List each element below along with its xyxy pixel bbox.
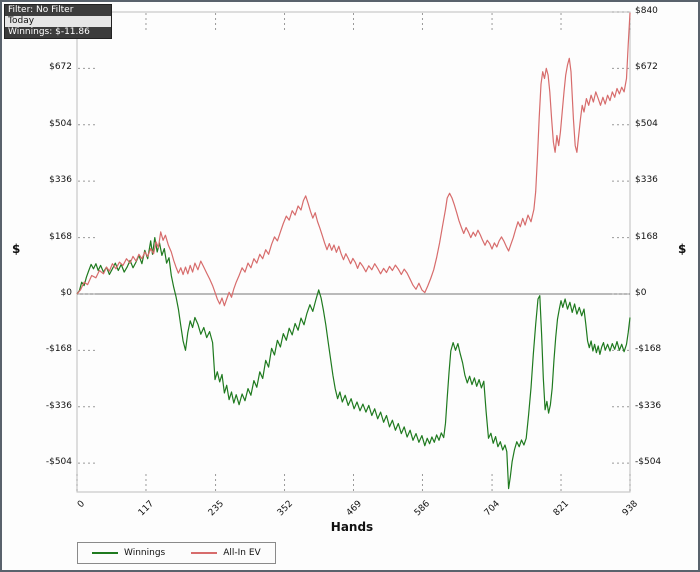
legend-item-all-in-ev[interactable]: All-In EV <box>191 548 261 558</box>
y-tick-label: -$504 <box>45 457 72 468</box>
x-axis-title: Hands <box>330 520 374 534</box>
tooltip-date-line: Today <box>5 16 111 27</box>
y-tick-label: $840 <box>635 6 658 16</box>
y-tick-label: -$504 <box>635 457 662 468</box>
tooltip-filter-line: Filter: No Filter <box>5 5 111 16</box>
y-axis-title-left: $ <box>12 242 21 256</box>
y-tick-label: $504 <box>635 118 658 129</box>
y-tick-label: $672 <box>49 62 72 73</box>
legend-label-winnings: Winnings <box>124 548 166 558</box>
winnings-line-swatch <box>92 552 118 554</box>
y-tick-label: $168 <box>49 231 72 242</box>
y-tick-label: $504 <box>49 118 72 129</box>
y-tick-label: $672 <box>635 62 658 73</box>
y-tick-label: -$168 <box>635 344 662 355</box>
y-axis-title-right: $ <box>678 242 687 256</box>
y-tick-label: $0 <box>60 287 72 298</box>
y-tick-label: $336 <box>49 175 72 186</box>
y-tick-label: -$336 <box>635 400 662 411</box>
tooltip-winnings-line: Winnings: $-11.86 <box>5 27 111 38</box>
legend-label-all-in-ev: All-In EV <box>223 548 261 558</box>
y-tick-label: -$168 <box>45 344 72 355</box>
y-tick-label: $336 <box>635 175 658 186</box>
y-tick-label: $0 <box>635 287 647 298</box>
y-tick-label: -$336 <box>45 400 72 411</box>
y-tick-label: $168 <box>635 231 658 242</box>
legend-item-winnings[interactable]: Winnings <box>92 548 165 558</box>
all-in-ev-line-swatch <box>191 552 218 554</box>
legend: Winnings All-In EV <box>77 542 276 564</box>
filter-tooltip: Filter: No Filter Today Winnings: $-11.8… <box>4 4 112 39</box>
